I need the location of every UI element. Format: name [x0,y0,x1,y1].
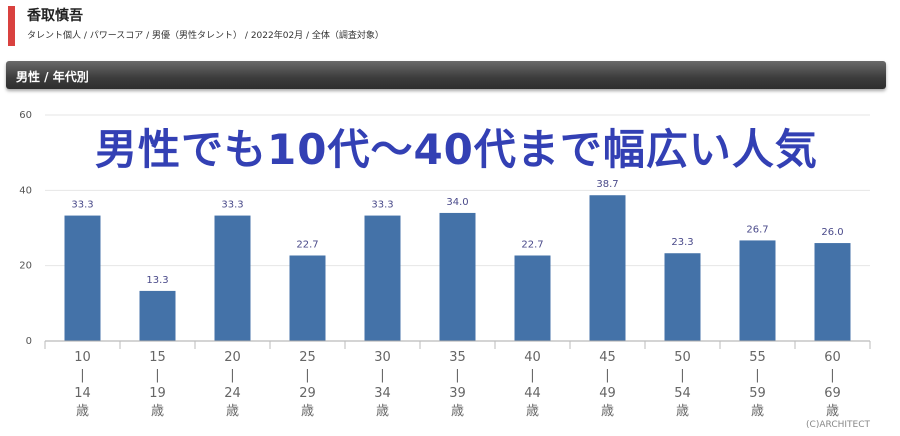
bar-10 [814,243,851,341]
x-tick-label-line: 歳 [226,404,239,419]
label-layer: 33.3 13.3 33.3 22.7 33.3 34.0 22.7 38.7 23.3 26.7… [71,179,843,286]
x-tick-label-4: 30 | 34 歳 [374,350,391,419]
x-tick-label-0: 10 | 14 歳 [74,350,91,419]
title-block: 香取慎吾 タレント個人 / パワースコア / 男優（男性タレント） / 2022… [8,6,384,46]
x-tick-label-line: 69 [824,386,841,401]
x-tick-label-line: | [305,368,309,383]
x-tick-label-line: 歳 [151,404,164,419]
x-tick-label-line: 39 [449,386,466,401]
x-tick-label-line: | [155,368,159,383]
talent-name: 香取慎吾 [27,8,83,24]
x-tick-label-line: 歳 [526,404,539,419]
x-tick-label-line: | [530,368,534,383]
x-tick-label-line: 歳 [376,404,389,419]
y-tick-label-60: 60 [19,110,32,121]
data-label-0: 33.3 [71,200,93,211]
bar-layer [64,195,851,341]
x-tick-label-line: 19 [149,386,166,401]
x-tick-label-line: 歳 [751,404,764,419]
x-tick-label-line: 15 [149,350,166,365]
x-tick-label-line: 50 [674,350,691,365]
x-tick-label-line: 歳 [76,404,89,419]
x-tick-label-line: 60 [824,350,841,365]
x-tick-label-8: 50 | 54 歳 [674,350,691,419]
x-tick-label-line: 歳 [451,404,464,419]
x-tick-label-line: 14 [74,386,91,401]
x-tick-label-line: 10 [74,350,91,365]
x-tick-label-6: 40 | 44 歳 [524,350,541,419]
bar-4 [364,215,401,341]
bar-7 [589,195,626,341]
data-label-2: 33.3 [221,200,243,211]
bar-8 [664,253,701,341]
y-tick-label-0: 0 [26,336,32,347]
data-label-6: 22.7 [521,239,543,250]
bar-6 [514,255,551,341]
x-tick-label-line: 55 [749,350,766,365]
data-label-1: 13.3 [146,275,168,286]
x-tick-label-line: 歳 [826,404,839,419]
breadcrumb: タレント個人 / パワースコア / 男優（男性タレント） / 2022年02月 … [27,31,384,41]
data-label-8: 23.3 [671,237,693,248]
data-label-7: 38.7 [596,179,618,190]
headline-annotation: 男性でも10代～40代まで幅広い人気 [95,125,818,174]
section-label: 男性 / 年代別 [16,70,89,84]
bar-2 [214,215,251,341]
x-tick-label-line: | [230,368,234,383]
x-tick-label-line: 歳 [301,404,314,419]
x-tick-label-10: 60 | 69 歳 [824,350,841,419]
data-label-9: 26.7 [746,224,768,235]
x-tick-label-line: | [380,368,384,383]
axis-layer: 0 20 40 60 10 | 14 歳 15 | 19 歳 20 | 24 歳 25 | 29 歳 30 | 34 歳 35 |… [19,110,871,419]
bar-5 [439,212,476,341]
x-tick-label-line: 54 [674,386,691,401]
x-tick-label-line: 20 [224,350,241,365]
data-label-10: 26.0 [821,227,843,238]
x-tick-label-2: 20 | 24 歳 [224,350,241,419]
x-tick-label-line: | [80,368,84,383]
bar-3 [289,255,326,341]
y-tick-label-20: 20 [19,261,32,272]
x-tick-label-line: | [680,368,684,383]
x-tick-label-line: 歳 [601,404,614,419]
x-tick-label-7: 45 | 49 歳 [599,350,616,419]
section-header-bar: 男性 / 年代別 [6,61,886,89]
data-label-3: 22.7 [296,239,318,250]
x-tick-label-line: 40 [524,350,541,365]
copyright-text: (C)ARCHITECT [806,420,870,430]
x-tick-label-line: 歳 [676,404,689,419]
x-tick-label-line: | [455,368,459,383]
x-tick-label-line: 34 [374,386,391,401]
x-tick-label-line: | [755,368,759,383]
bar-1 [139,290,176,341]
x-tick-label-line: 35 [449,350,466,365]
x-tick-label-line: 49 [599,386,616,401]
bar-0 [64,215,101,341]
y-tick-label-40: 40 [19,185,32,196]
x-tick-label-line: | [605,368,609,383]
x-tick-label-1: 15 | 19 歳 [149,350,166,419]
x-tick-label-line: 44 [524,386,541,401]
x-tick-label-line: 45 [599,350,616,365]
x-tick-label-5: 35 | 39 歳 [449,350,466,419]
x-tick-label-9: 55 | 59 歳 [749,350,766,419]
x-tick-label-line: 24 [224,386,241,401]
x-tick-label-line: 30 [374,350,391,365]
x-tick-label-3: 25 | 29 歳 [299,350,316,419]
data-label-5: 34.0 [446,197,468,208]
bar-9 [739,240,776,341]
x-tick-label-line: 59 [749,386,766,401]
x-tick-label-line: 25 [299,350,316,365]
x-tick-label-line: | [830,368,834,383]
data-label-4: 33.3 [371,200,393,211]
x-tick-label-line: 29 [299,386,316,401]
